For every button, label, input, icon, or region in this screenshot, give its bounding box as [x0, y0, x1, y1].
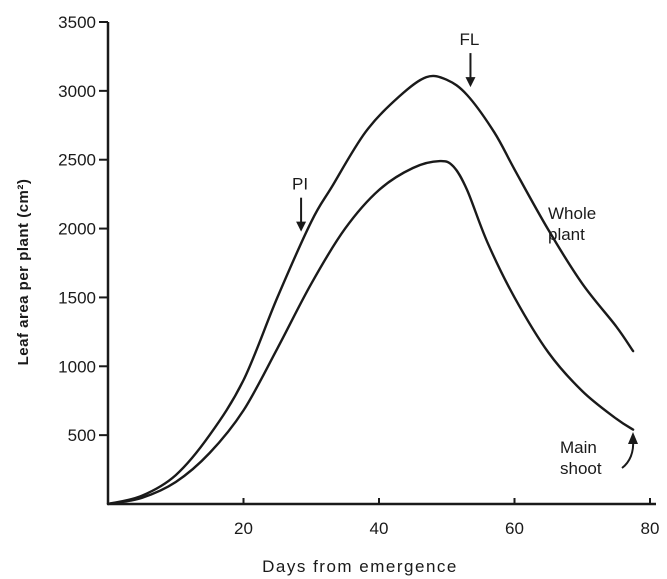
phase-annotations: PI FL: [292, 30, 479, 232]
annotation-label-fl: FL: [460, 30, 480, 49]
series-labels: Whole plant Main shoot: [548, 204, 638, 478]
x-axis-title: Days from emergence: [262, 557, 458, 576]
annotation-arrowhead-pi: [296, 221, 307, 232]
y-tick-label: 2000: [58, 220, 96, 239]
series-label-whole-plant: Whole plant: [548, 204, 596, 244]
y-axis: 500 1000 1500 2000 2500 3000 3500: [58, 13, 110, 504]
main-shoot-arrowhead: [628, 432, 638, 444]
y-tick-label: 3500: [58, 13, 96, 32]
series-line-whole-plant: [106, 74, 635, 506]
x-tick-label: 60: [505, 519, 524, 538]
y-axis-title: Leaf area per plant (cm²): [15, 179, 32, 366]
y-tick-label: 1500: [58, 288, 96, 307]
y-tick-label: 1000: [58, 357, 96, 376]
series-line-main-shoot: [106, 159, 635, 506]
series-lines: [106, 74, 635, 506]
x-ticks: 20 40 60 80: [234, 498, 659, 538]
series-label-main-shoot: Main shoot: [560, 438, 602, 478]
x-tick-label: 80: [641, 519, 660, 538]
x-axis: 20 40 60 80: [108, 498, 659, 538]
x-tick-label: 40: [370, 519, 389, 538]
annotation-arrowhead-fl: [465, 77, 476, 88]
y-ticks: 500 1000 1500 2000 2500 3000 3500: [58, 13, 108, 445]
y-tick-label: 500: [68, 426, 96, 445]
annotation-label-pi: PI: [292, 175, 308, 194]
x-tick-label: 20: [234, 519, 253, 538]
main-shoot-arrow: [621, 439, 635, 469]
y-tick-label: 3000: [58, 82, 96, 101]
y-tick-label: 2500: [58, 151, 96, 170]
